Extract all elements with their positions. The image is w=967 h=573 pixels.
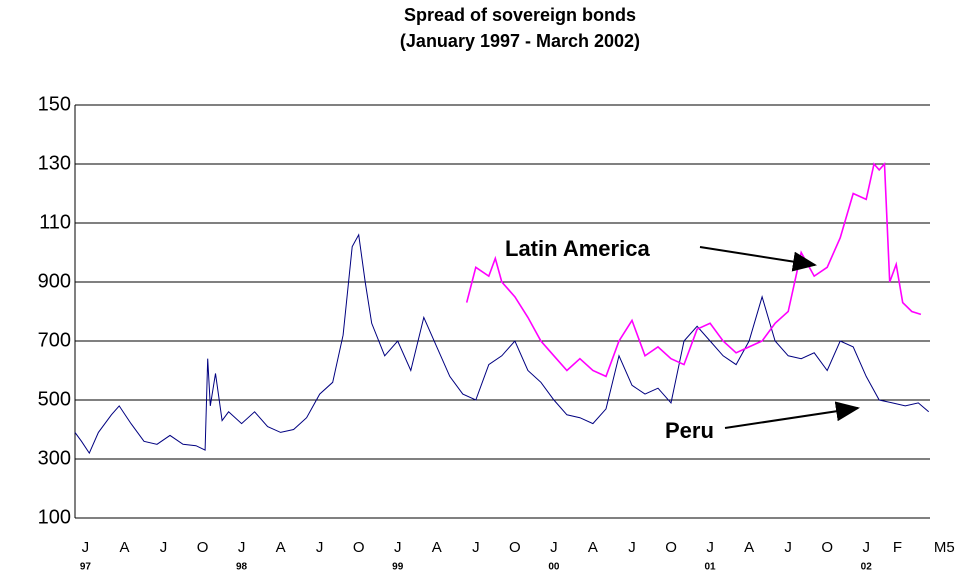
x-tick-label: J <box>706 539 714 556</box>
x-tick-label: J <box>784 539 792 556</box>
y-tick-label: 150 <box>38 93 71 115</box>
x-tick-label: J <box>394 539 402 556</box>
x-tick-label: O <box>353 539 365 556</box>
x-tick-label: O <box>821 539 833 556</box>
x-tick-label: F <box>893 539 902 556</box>
year-label: 98 <box>236 562 248 573</box>
year-label: 97 <box>80 562 92 573</box>
x-tick-label: A <box>119 539 129 556</box>
x-tick-label: O <box>197 539 209 556</box>
x-tick-label: J <box>160 539 168 556</box>
arrow <box>699 246 817 272</box>
chart-title: Spread of sovereign bonds <box>404 5 636 25</box>
x-tick-label: A <box>588 539 598 556</box>
annotation: Peru <box>665 418 714 443</box>
y-tick-label: 130 <box>38 152 71 174</box>
x-tick-label: J <box>82 539 90 556</box>
year-label: 99 <box>392 562 404 573</box>
x-tick-label: J <box>472 539 480 556</box>
year-label: 00 <box>548 562 560 573</box>
x-tick-label: O <box>665 539 677 556</box>
x-tick-label: A <box>432 539 442 556</box>
y-tick-label: 900 <box>38 270 71 292</box>
x-tick-label: J <box>550 539 558 556</box>
y-tick-label: 300 <box>38 447 71 469</box>
arrow <box>724 401 860 429</box>
y-tick-label: 500 <box>38 388 71 410</box>
y-tick-label: 100 <box>38 506 71 528</box>
series-line <box>465 162 922 378</box>
year-label: 01 <box>705 562 717 573</box>
x-tick-label: A <box>276 539 286 556</box>
x-tick-label: J <box>316 539 324 556</box>
annotation: Latin America <box>505 236 650 261</box>
series-line <box>74 233 930 455</box>
chart-subtitle: (January 1997 - March 2002) <box>400 31 640 51</box>
year-label: 02 <box>861 562 873 573</box>
x-tick-label: J <box>628 539 636 556</box>
x-tick-label: J <box>862 539 870 556</box>
x-tick-label: M5 <box>934 539 955 556</box>
y-tick-label: 110 <box>39 211 71 233</box>
x-tick-label: J <box>238 539 246 556</box>
x-tick-label: O <box>509 539 521 556</box>
x-tick-label: A <box>744 539 754 556</box>
y-tick-label: 700 <box>38 329 71 351</box>
